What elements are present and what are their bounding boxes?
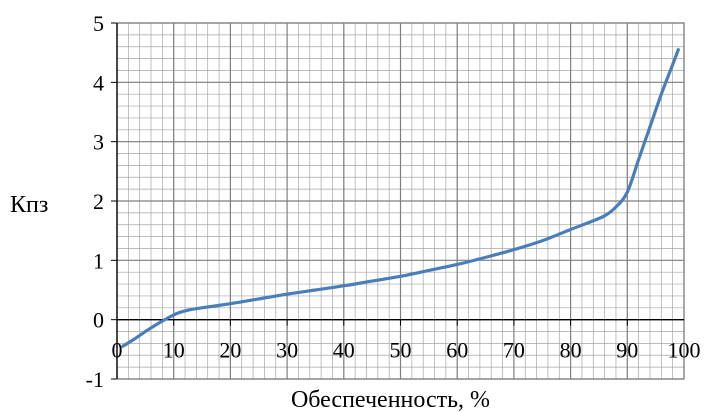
- x-tick-label: 40: [333, 338, 355, 363]
- series-line: [121, 48, 680, 348]
- x-tick-label: 60: [446, 338, 468, 363]
- x-tick-label: 90: [616, 338, 638, 363]
- x-tick-label: 70: [503, 338, 525, 363]
- x-tick-label: 20: [219, 338, 241, 363]
- x-tick-label: 30: [276, 338, 298, 363]
- y-tick-label: 4: [93, 70, 104, 95]
- y-tick-label: 2: [93, 189, 104, 214]
- x-tick-label: 50: [390, 338, 412, 363]
- x-axis-title: Обеспеченность, %: [291, 387, 490, 412]
- x-tick-label: 10: [163, 338, 185, 363]
- y-tick-label: 5: [93, 11, 104, 36]
- y-tick-label: 3: [93, 130, 104, 155]
- y-tick-label: 0: [93, 308, 104, 333]
- x-tick-label: 0: [112, 338, 123, 363]
- chart-axes: [111, 22, 685, 380]
- x-tick-label: 100: [668, 338, 701, 363]
- series-layer: [121, 48, 680, 348]
- y-tick-label: -1: [86, 367, 104, 392]
- y-axis-title: Кпз: [10, 192, 48, 218]
- x-tick-label: 80: [560, 338, 582, 363]
- y-tick-label: 1: [93, 248, 104, 273]
- tick-labels: 0 10 20 30 40 50 60 70 80 90 100 -1 0 1 2 3 4 5: [86, 11, 701, 392]
